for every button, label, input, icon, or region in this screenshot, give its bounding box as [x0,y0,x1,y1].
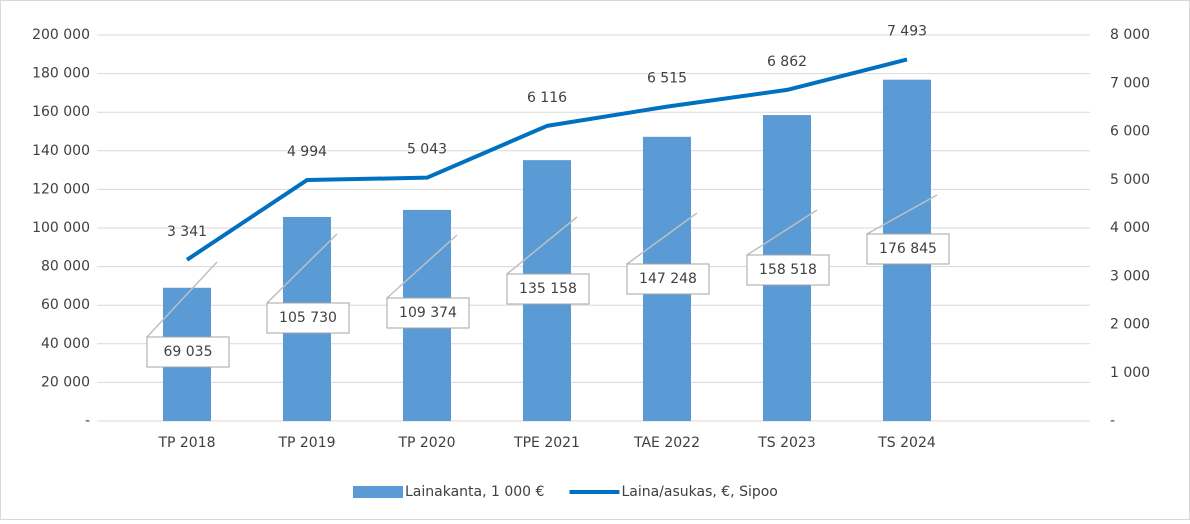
y-tick-label: 80 000 [41,259,90,275]
y2-tick-label: 7 000 [1110,75,1150,91]
y2-tick-label: 2 000 [1110,317,1150,333]
leader-line [146,261,218,338]
label-box [506,273,590,305]
line-value-label: 6 862 [767,54,807,70]
line-value-label: 3 341 [167,224,207,240]
label-box [266,302,350,334]
x-tick-label: TPE 2021 [513,435,580,451]
line-value-label: 6 515 [647,71,687,87]
y-tick-label: 200 000 [32,27,90,43]
y2-tick-label: - [1110,413,1115,429]
bar-value-label: 176 845 [879,241,937,257]
y-tick-label: 120 000 [32,181,90,197]
leader-line [506,216,578,275]
bar-value-label: 109 374 [399,305,457,321]
legend-label: Laina/asukas, €, Sipoo [621,484,777,500]
leader-line [626,212,698,265]
leader-line [266,233,338,304]
x-tick-label: TP 2018 [157,435,215,451]
y-tick-label: 180 000 [32,66,90,82]
x-tick-label: TAE 2022 [633,435,700,451]
y2-tick-label: 6 000 [1110,124,1150,140]
y2-tick-label: 4 000 [1110,220,1150,236]
line-value-label: 7 493 [887,23,927,39]
line [185,57,908,262]
x-tick-label: TP 2020 [397,435,455,451]
bar-value-label: 69 035 [164,344,213,360]
line-value-label: 6 116 [527,90,567,106]
x-tick-label: TP 2019 [277,435,335,451]
bar-value-label: 147 248 [639,271,697,287]
y-tick-label: 40 000 [41,336,90,352]
leader-line [386,234,458,299]
x-tick-label: TS 2023 [757,435,816,451]
line-value-label: 5 043 [407,142,447,158]
line-value-label: 4 994 [287,144,327,160]
bar-value-label: 158 518 [759,262,817,278]
leader-line [746,209,818,256]
y-tick-label: 60 000 [41,297,90,313]
y2-tick-label: 1 000 [1110,365,1150,381]
y2-tick-label: 3 000 [1110,268,1150,284]
label-box [386,297,470,329]
y-tick-label: 100 000 [32,220,90,236]
bar-value-label: 135 158 [519,281,577,297]
label-box [626,263,710,295]
x-tick-label: TS 2024 [877,435,936,451]
bar-value-label: 105 730 [279,310,337,326]
label-box [746,254,830,286]
y-tick-label: 160 000 [32,104,90,120]
label-box [146,336,230,368]
leader-line [866,194,938,235]
legend-swatch [353,486,403,498]
y-tick-label: 140 000 [32,143,90,159]
y-tick-label: - [85,413,90,429]
label-box [866,233,950,265]
y2-tick-label: 5 000 [1110,172,1150,188]
legend-label: Lainakanta, 1 000 € [405,484,544,500]
y2-tick-label: 8 000 [1110,27,1150,43]
y-tick-label: 20 000 [41,374,90,390]
